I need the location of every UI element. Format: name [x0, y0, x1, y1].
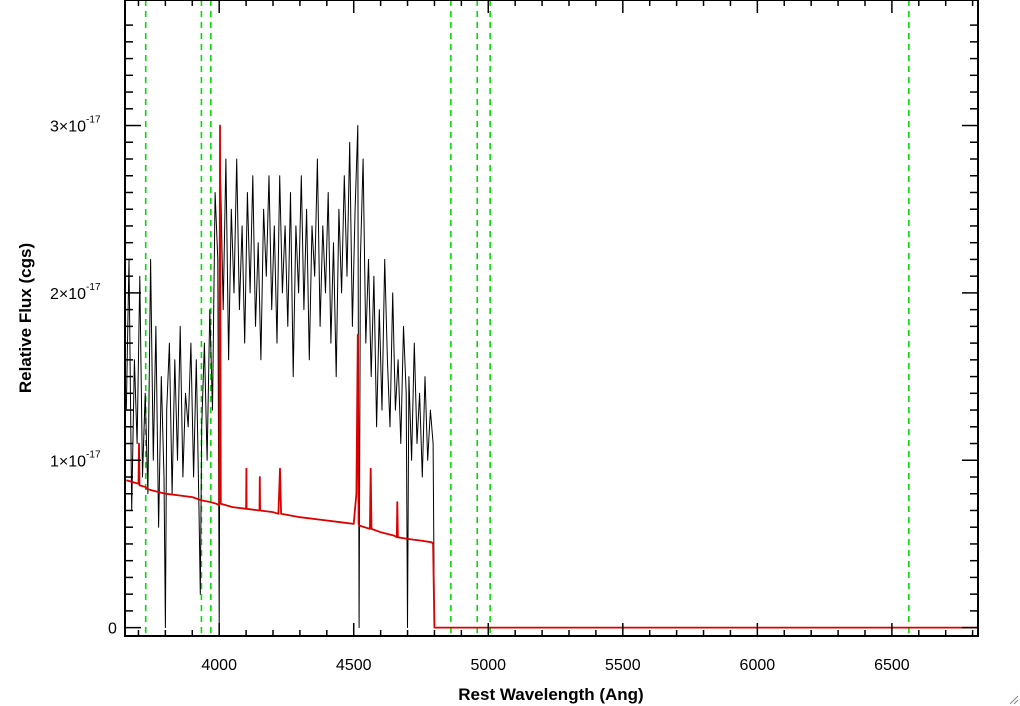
x-tick-label-0: 4000 [201, 657, 237, 674]
x-tick-label-3: 5500 [605, 657, 641, 674]
axis-ticks: 4000 4500 5000 5500 6000 650001×10-172×10-173… [50, 0, 978, 674]
resize-grip-icon[interactable] [1009, 695, 1019, 705]
x-tick-label-1: 4500 [336, 657, 372, 674]
data-series [125, 124, 978, 629]
y-tick-label-0: 0 [108, 621, 117, 638]
y-axis-label: Relative Flux (cgs) [16, 243, 35, 393]
series-line-0 [125, 125, 435, 629]
x-axis-label: Rest Wavelength (Ang) [458, 685, 643, 704]
series-line-1 [126, 124, 978, 629]
plot-frame [124, 0, 979, 637]
x-tick-label-4: 6000 [740, 657, 776, 674]
x-tick-label-5: 6500 [874, 657, 910, 674]
line-markers [144, 0, 910, 636]
x-tick-label-2: 5000 [470, 657, 506, 674]
